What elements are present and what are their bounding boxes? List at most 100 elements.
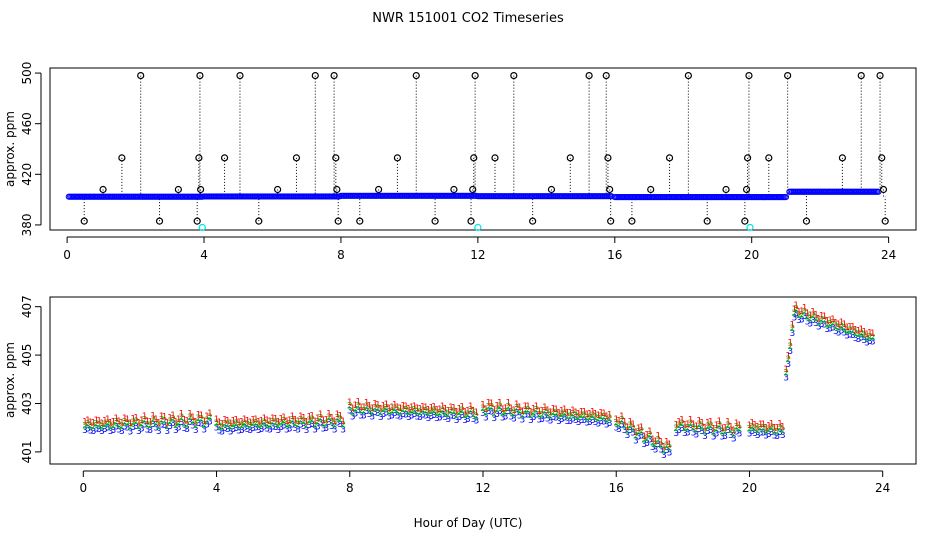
series-2-mark: 2 bbox=[719, 427, 725, 437]
flagged-point bbox=[137, 71, 145, 80]
series-3-mark: 3 bbox=[292, 424, 298, 434]
series-3-mark: 3 bbox=[253, 424, 259, 434]
series-1-mark: 1 bbox=[785, 352, 791, 362]
series-3-mark: 3 bbox=[93, 424, 99, 434]
series-1-mark: 1 bbox=[807, 311, 813, 321]
series-1-mark: 1 bbox=[847, 322, 853, 332]
series-3-mark: 3 bbox=[719, 432, 725, 442]
series-1-mark: 1 bbox=[231, 417, 237, 427]
series-3-mark: 3 bbox=[375, 409, 381, 419]
series-3-mark: 3 bbox=[595, 420, 601, 430]
series-3-mark: 3 bbox=[836, 328, 842, 338]
series-3-mark: 3 bbox=[245, 425, 251, 435]
series-3-mark: 3 bbox=[190, 422, 196, 432]
series-2-mark: 2 bbox=[335, 414, 341, 424]
series-1-mark: 1 bbox=[593, 410, 599, 420]
flagged-point bbox=[393, 154, 402, 162]
plot-area-top bbox=[49, 67, 917, 231]
series-1-mark: 1 bbox=[355, 398, 361, 408]
series-3-mark: 3 bbox=[783, 373, 789, 383]
series-2-mark: 2 bbox=[601, 413, 607, 423]
series-1-mark: 1 bbox=[353, 401, 359, 411]
series-2-mark: 2 bbox=[573, 411, 579, 421]
series-3-mark: 3 bbox=[304, 426, 310, 436]
series-3-mark: 3 bbox=[369, 413, 375, 423]
series-1-mark: 1 bbox=[309, 411, 315, 421]
series-1-mark: 1 bbox=[536, 407, 542, 417]
series-2-mark: 2 bbox=[332, 420, 338, 430]
series-1-mark: 1 bbox=[451, 404, 457, 414]
series-3-mark: 3 bbox=[364, 407, 370, 417]
series-3-mark: 3 bbox=[82, 426, 88, 436]
series-1-mark: 1 bbox=[627, 417, 633, 427]
series-3-mark: 3 bbox=[372, 408, 378, 418]
series-2-mark: 2 bbox=[389, 407, 395, 417]
series-2-mark: 2 bbox=[774, 427, 780, 437]
series-1-mark: 1 bbox=[318, 410, 324, 420]
series-2-mark: 2 bbox=[590, 411, 596, 421]
series-1-mark: 1 bbox=[434, 405, 440, 415]
series-2-mark: 2 bbox=[176, 419, 182, 429]
series-2-mark: 2 bbox=[525, 406, 531, 416]
series-3-mark: 3 bbox=[231, 425, 237, 435]
series-1-mark: 1 bbox=[839, 318, 845, 328]
series-1-mark: 1 bbox=[787, 338, 793, 348]
series-3-mark: 3 bbox=[655, 440, 661, 450]
series-1-mark: 1 bbox=[414, 404, 420, 414]
series-1-mark: 1 bbox=[364, 398, 370, 408]
series-2-mark: 2 bbox=[85, 420, 91, 430]
series-1-mark: 1 bbox=[650, 435, 656, 445]
series-1-mark: 1 bbox=[486, 399, 492, 409]
series-3-mark: 3 bbox=[542, 411, 548, 421]
series-2-mark: 2 bbox=[233, 419, 239, 429]
series-1-mark: 1 bbox=[88, 418, 94, 428]
series-3-mark: 3 bbox=[734, 427, 740, 437]
series-1-mark: 1 bbox=[216, 418, 222, 428]
series-2-mark: 2 bbox=[414, 408, 420, 418]
series-1-mark: 1 bbox=[222, 416, 228, 426]
series-2-mark: 2 bbox=[270, 418, 276, 428]
series-2-mark: 2 bbox=[239, 421, 245, 431]
series-3-mark: 3 bbox=[96, 425, 102, 435]
series-1-mark: 1 bbox=[125, 415, 131, 425]
series-3-mark: 3 bbox=[658, 446, 664, 456]
series-3-mark: 3 bbox=[420, 411, 426, 421]
series-1-mark: 1 bbox=[378, 404, 384, 414]
series-3-mark: 3 bbox=[844, 332, 850, 342]
series-3-mark: 3 bbox=[856, 335, 862, 345]
series-2-mark: 2 bbox=[167, 417, 173, 427]
series-1-mark: 1 bbox=[816, 314, 822, 324]
baseline-point bbox=[782, 193, 790, 201]
series-1-mark: 1 bbox=[587, 409, 593, 419]
flagged-point bbox=[333, 185, 341, 194]
series-2-mark: 2 bbox=[462, 411, 468, 421]
series-2-mark: 2 bbox=[88, 422, 94, 432]
series-1-mark: 1 bbox=[367, 402, 373, 412]
series-2-mark: 2 bbox=[454, 411, 460, 421]
series-2-mark: 2 bbox=[361, 407, 367, 417]
series-2-mark: 2 bbox=[616, 420, 622, 430]
series-1-mark: 1 bbox=[728, 423, 734, 433]
series-2-mark: 2 bbox=[193, 421, 199, 431]
series-1-mark: 1 bbox=[335, 410, 341, 420]
flagged-point bbox=[375, 185, 383, 194]
series-1-mark: 1 bbox=[395, 403, 401, 413]
series-1-mark: 1 bbox=[214, 415, 220, 425]
flagged-point bbox=[604, 154, 612, 162]
series-3-mark: 3 bbox=[579, 416, 585, 426]
series-2-mark: 2 bbox=[273, 418, 279, 428]
series-3-mark: 3 bbox=[520, 416, 526, 426]
data-marks-bottom: 3213213213213213213213213213213213213213… bbox=[82, 301, 875, 461]
series-3-mark: 3 bbox=[267, 426, 273, 436]
series-2-mark: 2 bbox=[253, 419, 259, 429]
series-1-mark: 1 bbox=[827, 316, 833, 326]
series-1-mark: 1 bbox=[454, 407, 460, 417]
cyan-point bbox=[746, 223, 754, 232]
series-2-mark: 2 bbox=[772, 427, 778, 437]
series-1-mark: 1 bbox=[457, 404, 463, 414]
series-3-mark: 3 bbox=[816, 323, 822, 333]
series-1-mark: 1 bbox=[270, 414, 276, 424]
series-3-mark: 3 bbox=[459, 411, 465, 421]
series-1-mark: 1 bbox=[870, 329, 876, 339]
